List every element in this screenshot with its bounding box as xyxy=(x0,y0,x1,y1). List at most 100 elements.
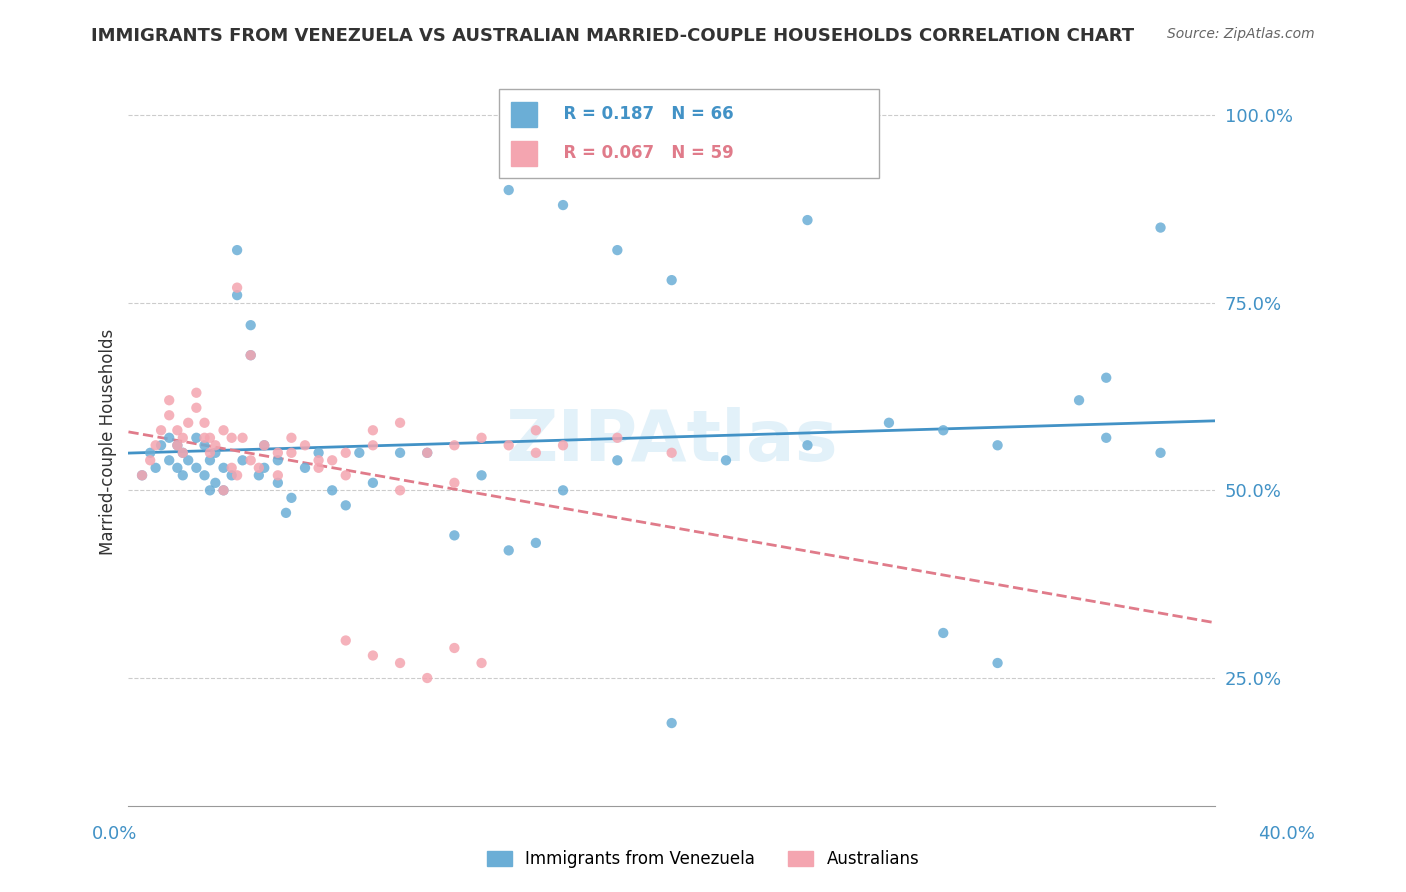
Point xyxy=(226,243,249,257)
Point xyxy=(321,483,343,498)
Point xyxy=(714,453,737,467)
Point xyxy=(389,446,412,460)
Point xyxy=(932,423,955,437)
Point xyxy=(443,438,465,452)
Point xyxy=(221,431,243,445)
Point xyxy=(193,468,215,483)
Point xyxy=(524,536,547,550)
Point xyxy=(349,446,371,460)
Point xyxy=(280,431,302,445)
Point xyxy=(172,446,194,460)
Point xyxy=(335,446,357,460)
Point xyxy=(551,483,574,498)
Point xyxy=(280,491,302,505)
Point xyxy=(470,656,492,670)
Point xyxy=(204,438,226,452)
Point xyxy=(498,183,520,197)
Point xyxy=(186,401,208,415)
Point xyxy=(198,431,221,445)
Point xyxy=(335,633,357,648)
Point xyxy=(524,446,547,460)
Point xyxy=(661,446,683,460)
Point xyxy=(193,438,215,452)
Point xyxy=(166,438,188,452)
Point xyxy=(389,416,412,430)
Text: R = 0.187   N = 66: R = 0.187 N = 66 xyxy=(553,105,734,123)
Point xyxy=(796,438,818,452)
Point xyxy=(606,453,628,467)
Point xyxy=(1067,393,1090,408)
Point xyxy=(1149,220,1171,235)
Bar xyxy=(510,141,537,166)
Point xyxy=(498,438,520,452)
Point xyxy=(361,438,384,452)
Point xyxy=(443,640,465,655)
Point xyxy=(131,468,153,483)
Point xyxy=(204,475,226,490)
Point xyxy=(987,438,1010,452)
Point xyxy=(177,416,200,430)
Point xyxy=(267,453,290,467)
Text: R = 0.067   N = 59: R = 0.067 N = 59 xyxy=(553,145,734,162)
Point xyxy=(145,438,167,452)
Point xyxy=(157,453,180,467)
Point xyxy=(267,475,290,490)
Y-axis label: Married-couple Households: Married-couple Households xyxy=(100,328,117,555)
Point xyxy=(212,483,235,498)
Point xyxy=(335,499,357,513)
Point xyxy=(267,446,290,460)
Point xyxy=(166,423,188,437)
Point xyxy=(1095,431,1118,445)
Point xyxy=(150,423,173,437)
Point xyxy=(193,416,215,430)
Point xyxy=(321,453,343,467)
Point xyxy=(661,716,683,731)
Point xyxy=(166,438,188,452)
Point xyxy=(239,453,262,467)
Point xyxy=(443,528,465,542)
Point xyxy=(267,468,290,483)
Point xyxy=(416,671,439,685)
Point xyxy=(198,453,221,467)
Point xyxy=(987,656,1010,670)
Point xyxy=(131,468,153,483)
Point xyxy=(606,243,628,257)
Point xyxy=(139,446,162,460)
Point xyxy=(247,460,270,475)
Point xyxy=(226,468,249,483)
Point xyxy=(186,385,208,400)
Point xyxy=(166,460,188,475)
Point xyxy=(221,460,243,475)
Point xyxy=(308,460,330,475)
Point xyxy=(416,446,439,460)
Bar xyxy=(510,102,537,127)
Point xyxy=(551,198,574,212)
Point xyxy=(145,460,167,475)
Point xyxy=(661,273,683,287)
Point xyxy=(226,280,249,294)
Point xyxy=(308,453,330,467)
FancyBboxPatch shape xyxy=(499,89,879,178)
Legend: Immigrants from Venezuela, Australians: Immigrants from Venezuela, Australians xyxy=(479,844,927,875)
Point xyxy=(204,446,226,460)
Point xyxy=(198,483,221,498)
Point xyxy=(232,453,254,467)
Point xyxy=(294,438,316,452)
Point xyxy=(172,468,194,483)
Point xyxy=(470,431,492,445)
Point xyxy=(221,468,243,483)
Point xyxy=(239,318,262,333)
Point xyxy=(198,446,221,460)
Text: Source: ZipAtlas.com: Source: ZipAtlas.com xyxy=(1167,27,1315,41)
Point xyxy=(193,431,215,445)
Point xyxy=(212,483,235,498)
Point xyxy=(932,626,955,640)
Point xyxy=(335,468,357,483)
Point xyxy=(239,348,262,362)
Point xyxy=(186,431,208,445)
Point xyxy=(253,438,276,452)
Point xyxy=(361,423,384,437)
Point xyxy=(232,431,254,445)
Point xyxy=(253,460,276,475)
Point xyxy=(524,423,547,437)
